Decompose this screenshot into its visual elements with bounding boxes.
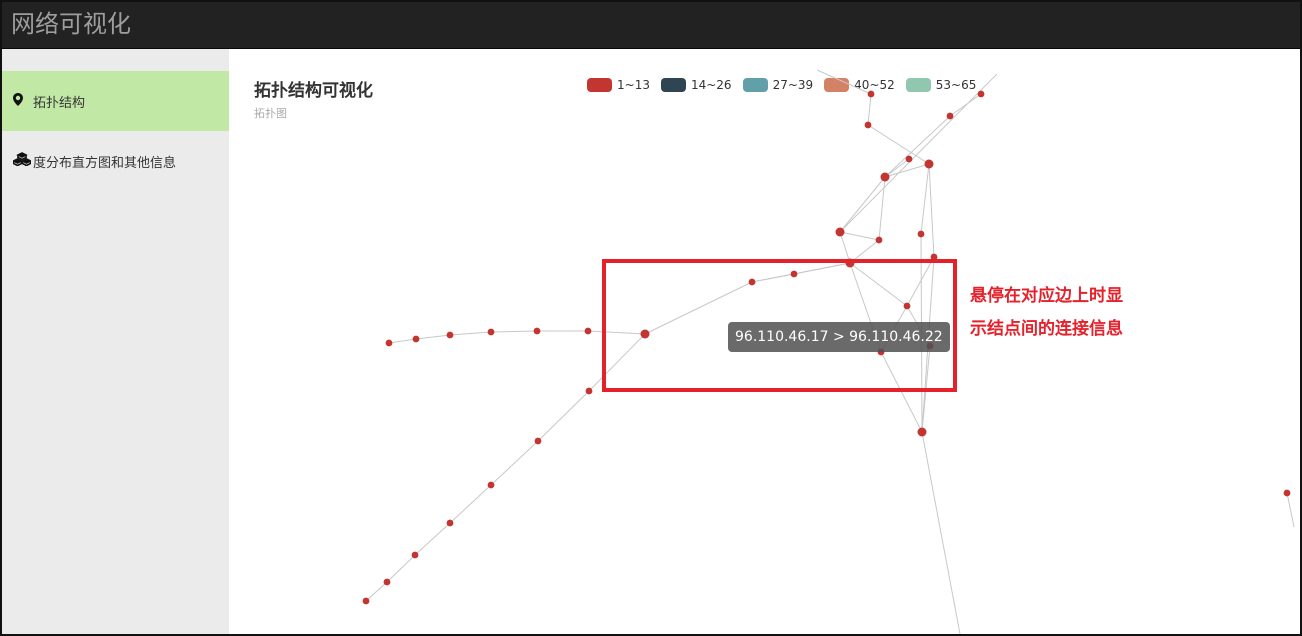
graph-edge[interactable] [884,115,951,178]
edge-tooltip: 96.110.46.17 > 96.110.46.22 [728,322,950,352]
graph-edge[interactable] [490,330,538,333]
graph-node[interactable] [584,327,592,335]
annotation-line: 示结点间的连接信息 [970,319,1123,339]
graph-edge[interactable] [388,338,417,344]
sidebar-item-degree-distribution[interactable]: 度分布直方图和其他信息 [2,131,229,191]
graph-node[interactable] [383,578,391,586]
legend-item[interactable]: 14~26 [660,78,732,92]
graph-edge[interactable] [839,231,851,264]
graph-edge[interactable] [588,333,646,392]
graph-node[interactable] [835,227,845,237]
legend-label: 40~52 [854,78,895,92]
graph-node[interactable] [487,328,495,336]
graph-edge[interactable] [414,522,451,556]
graph-node[interactable] [533,327,541,335]
top-navbar: 网络可视化 [2,2,1300,49]
legend-label: 27~39 [772,78,814,92]
graph-edge[interactable] [880,351,923,433]
sidebar-item-label: 拓扑结构 [33,95,86,111]
graph-node[interactable] [867,90,875,98]
legend-swatch [742,78,768,92]
sidebar-item-label: 度分布直方图和其他信息 [33,155,177,171]
graph-edge[interactable] [921,431,961,634]
legend-item[interactable]: 1~13 [587,78,650,92]
graph-node[interactable] [864,121,872,129]
graph-node[interactable] [640,329,650,339]
graph-edge[interactable] [884,163,930,178]
legend-swatch [660,78,686,92]
graph-edge[interactable] [878,176,886,241]
sidebar: 拓扑结构 度分布直方图和其他信息 [2,49,229,634]
graph-node[interactable] [880,172,890,182]
graph-node[interactable] [446,519,454,527]
graph-node[interactable] [1283,489,1291,497]
chart-subtitle: 拓扑图 [254,107,287,120]
graph-edge[interactable] [365,581,388,602]
graph-edge[interactable] [920,163,930,235]
graph-edge[interactable] [1286,492,1295,528]
graph-node[interactable] [917,230,925,238]
graph-edge[interactable] [751,262,851,283]
graph-edge[interactable] [867,124,930,165]
legend-label: 53~65 [935,78,977,92]
sidebar-item-topology[interactable]: 拓扑结构 [2,71,229,131]
graph-node[interactable] [585,387,593,395]
graph-edge[interactable] [867,93,872,126]
graph-node[interactable] [487,481,495,489]
graph-edge[interactable] [587,330,646,335]
graph-node[interactable] [875,236,883,244]
graph-edge[interactable] [490,440,539,486]
graph-edge[interactable] [644,281,753,335]
graph-edge[interactable] [839,73,998,233]
annotation-line: 悬停在对应边上时显 [970,286,1123,306]
graph-node[interactable] [385,339,393,347]
graph-node[interactable] [903,302,911,310]
legend-item[interactable]: 27~39 [742,78,814,92]
graph-node[interactable] [930,253,938,261]
legend-swatch [905,78,931,92]
graph-node[interactable] [748,278,756,286]
graph-node[interactable] [946,112,954,120]
legend-label: 1~13 [617,78,650,92]
graph-edge[interactable] [537,390,590,442]
graph-node[interactable] [446,331,454,339]
graph-edge[interactable] [839,231,880,241]
cubes-icon [11,152,33,170]
app-title[interactable]: 网络可视化 [11,10,131,38]
chart-title: 拓扑结构可视化 [254,81,373,101]
graph-edge[interactable] [839,176,886,233]
graph-edge[interactable] [386,554,416,583]
graph-node[interactable] [362,597,370,605]
legend-swatch [587,78,612,92]
map-marker-icon [13,92,33,110]
graph-edge[interactable] [884,158,910,178]
graph-edge[interactable] [415,334,451,340]
graph-node[interactable] [917,427,927,437]
legend: 1~13 14~26 27~39 40~52 53~65 [587,78,987,92]
legend-item[interactable]: 53~65 [905,78,977,92]
graph-edge[interactable] [449,331,492,336]
graph-node[interactable] [977,90,985,98]
graph-node[interactable] [790,270,798,278]
annotation-highlight-box [602,259,957,392]
graph-edge[interactable] [449,484,492,524]
graph-node[interactable] [534,437,542,445]
graph-node[interactable] [905,155,913,163]
graph-edge[interactable] [849,262,908,307]
graph-node[interactable] [412,335,420,343]
graph-node[interactable] [411,551,419,559]
graph-edge[interactable] [928,163,935,258]
legend-label: 14~26 [690,78,732,92]
graph-edge[interactable] [816,69,872,95]
graph-node[interactable] [924,159,934,169]
annotation-text: 悬停在对应边上时显 示结点间的连接信息 [970,280,1160,346]
graph-edge[interactable] [906,256,935,307]
